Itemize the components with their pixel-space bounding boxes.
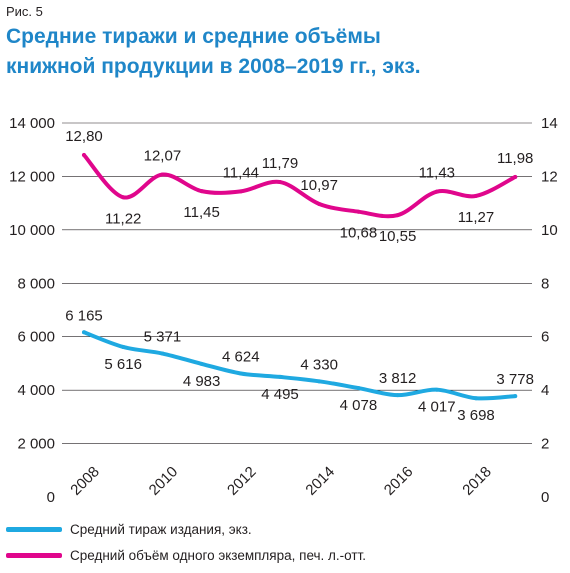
series-line-volume [82, 153, 518, 219]
data-point-print-run [434, 387, 439, 392]
left-axis-tick-label: 2 000 [17, 436, 55, 453]
right-axis-tick-label: 6 [541, 329, 549, 346]
data-point-volume [474, 193, 478, 198]
right-axis-tick-label: 10 [541, 222, 558, 239]
data-label-print-run: 4 330 [300, 356, 338, 373]
data-point-volume [121, 195, 126, 200]
data-label-volume: 11,98 [497, 150, 533, 167]
data-label-volume: 11,43 [419, 165, 455, 182]
data-point-print-run [238, 371, 243, 376]
data-point-volume [278, 180, 282, 185]
x-axis-tick-label: 2008 [67, 463, 103, 499]
right-axis-tick-label: 0 [541, 489, 549, 506]
left-axis-tick-label: 12 000 [9, 168, 55, 185]
data-point-print-run [513, 394, 518, 399]
chart-title-line-1: Средние тиражи и средние объёмы [6, 25, 381, 48]
data-point-print-run [82, 330, 86, 335]
data-label-volume: 10,97 [300, 177, 338, 194]
right-axis-tick-label: 4 [541, 382, 549, 399]
legend-swatch-volume [6, 553, 62, 558]
data-point-volume [238, 189, 243, 194]
data-label-print-run: 4 983 [183, 373, 221, 390]
data-label-print-run: 3 698 [457, 407, 495, 424]
left-axis-tick-label: 6 000 [17, 329, 55, 346]
figure-label: Рис. 5 [6, 4, 43, 19]
data-label-print-run: 3 778 [496, 371, 534, 388]
data-label-print-run: 6 165 [65, 307, 103, 324]
data-label-print-run: 4 495 [261, 386, 299, 403]
data-point-volume [434, 189, 439, 194]
data-label-volume: 11,44 [223, 164, 259, 181]
data-point-volume [160, 172, 165, 177]
data-label-volume: 12,07 [144, 148, 182, 165]
x-axis-tick-label: 2014 [302, 463, 338, 499]
legend-item-volume: Средний объём одного экземпляра, печ. л.… [6, 548, 366, 563]
data-point-print-run [317, 379, 322, 384]
legend-label-print-run: Средний тираж издания, экз. [70, 522, 252, 537]
data-point-volume [395, 213, 400, 218]
data-label-print-run: 4 017 [418, 399, 456, 416]
x-axis-tick-label: 2012 [224, 463, 260, 499]
data-point-volume [317, 201, 322, 206]
data-point-volume [82, 153, 86, 158]
data-label-print-run: 5 371 [144, 329, 182, 346]
left-axis-tick-label: 0 [47, 489, 55, 506]
data-label-volume: 11,45 [183, 204, 219, 221]
data-point-print-run [199, 361, 204, 366]
left-axis-tick-label: 10 000 [9, 222, 55, 239]
data-point-print-run [121, 344, 126, 349]
chart-title: Средние тиражи и средние объёмы книжной … [6, 22, 562, 82]
data-label-print-run: 5 616 [104, 356, 142, 373]
data-point-volume [199, 189, 204, 194]
legend-item-print-run: Средний тираж издания, экз. [6, 522, 252, 537]
left-axis-tick-label: 14 000 [9, 115, 55, 132]
data-point-print-run [395, 393, 400, 398]
data-point-volume [356, 209, 361, 214]
data-label-print-run: 3 812 [379, 370, 417, 387]
data-label-volume: 12,80 [65, 128, 103, 145]
x-axis-tick-label: 2016 [381, 463, 417, 499]
data-point-volume [513, 174, 518, 179]
right-axis-tick-label: 8 [541, 275, 549, 292]
data-point-print-run [356, 386, 361, 391]
data-label-volume: 11,79 [262, 155, 298, 172]
data-label-volume: 10,68 [340, 225, 378, 242]
data-label-volume: 10,55 [379, 228, 417, 245]
x-axis-tick-label: 2010 [146, 463, 182, 499]
legend-label-volume: Средний объём одного экземпляра, печ. л.… [70, 548, 366, 563]
left-axis-tick-label: 4 000 [17, 382, 55, 399]
left-axis-tick-label: 8 000 [17, 275, 55, 292]
data-point-print-run [474, 396, 478, 401]
data-label-volume: 11,27 [458, 209, 494, 226]
right-axis-tick-label: 12 [541, 168, 558, 185]
data-point-print-run [160, 351, 165, 356]
x-axis-tick-label: 2018 [459, 463, 495, 499]
data-point-print-run [278, 374, 282, 379]
data-label-volume: 11,22 [105, 210, 141, 227]
data-label-print-run: 4 624 [222, 348, 260, 365]
legend-swatch-print-run [6, 527, 62, 532]
chart-title-line-2: книжной продукции в 2008–2019 гг., экз. [6, 55, 421, 78]
right-axis-tick-label: 2 [541, 436, 549, 453]
data-label-print-run: 4 078 [340, 397, 378, 414]
series-line-print-run [82, 330, 518, 401]
right-axis-tick-label: 14 [541, 115, 558, 132]
